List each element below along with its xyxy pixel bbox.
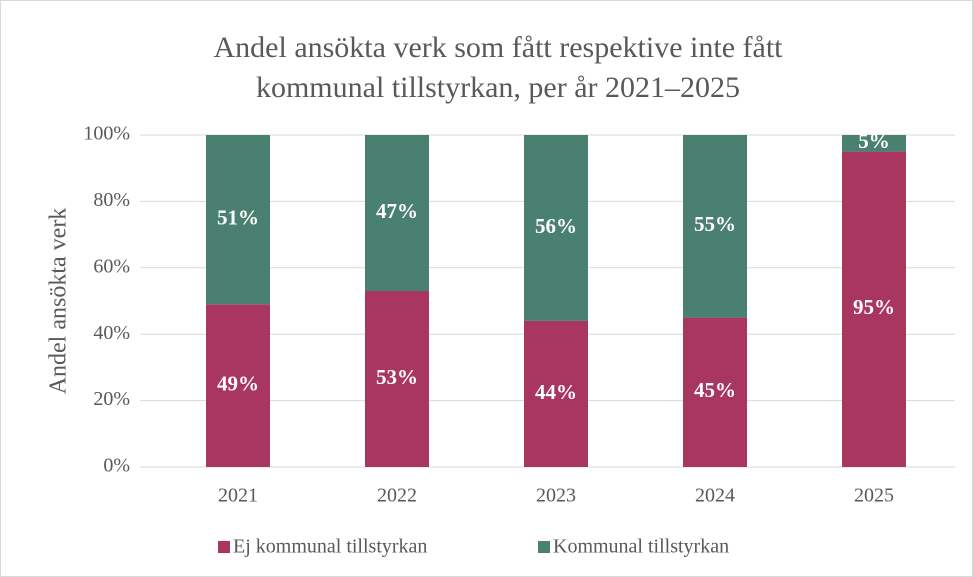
legend-label: Kommunal tillstyrkan [553,536,729,558]
bar-segment [842,151,906,467]
bar-segment [206,304,270,467]
y-tick-label: 100% [83,123,130,145]
x-tick-label: 2022 [377,485,417,507]
data-label: 95% [853,295,895,319]
x-tick-label: 2024 [695,485,735,507]
data-label: 56% [535,214,577,238]
y-axis-label: Andel ansökta verk [46,208,72,395]
x-tick-label: 2025 [854,485,894,507]
bar-segment [683,317,747,467]
data-label: 55% [694,212,736,236]
chart-title: kommunal tillstyrkan, per år 2021–2025 [256,71,740,104]
data-label: 49% [217,371,259,395]
bar-segment [842,135,906,152]
y-tick-label: 60% [93,255,130,277]
data-label: 5% [858,129,890,153]
bar-segment [524,320,588,467]
x-tick-label: 2023 [536,485,576,507]
x-tick-label: 2021 [218,485,258,507]
chart-title: Andel ansökta verk som fått respektive i… [214,31,784,64]
y-tick-label: 20% [93,388,130,410]
data-label: 51% [217,205,259,229]
bar-segment [206,135,270,305]
data-label: 47% [376,199,418,223]
legend-swatch [538,541,550,553]
data-label: 53% [376,365,418,389]
y-tick-label: 80% [93,189,130,211]
data-label: 45% [694,378,736,402]
bar-segment [683,135,747,318]
data-label: 44% [535,380,577,404]
legend-swatch [218,541,230,553]
y-tick-label: 0% [103,455,130,477]
bar-segment [365,135,429,292]
legend-label: Ej kommunal tillstyrkan [233,536,427,558]
y-tick-label: 40% [93,322,130,344]
bar-segment [365,291,429,467]
bar-segment [524,135,588,321]
